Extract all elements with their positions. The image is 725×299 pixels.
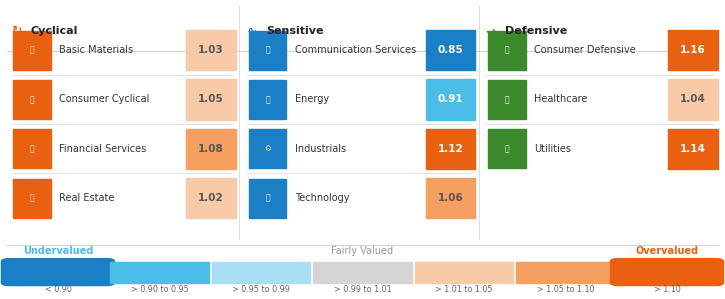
Text: > 0.99 to 1.01: > 0.99 to 1.01 bbox=[334, 285, 392, 294]
FancyBboxPatch shape bbox=[110, 262, 209, 283]
FancyBboxPatch shape bbox=[488, 80, 526, 119]
Text: Technology: Technology bbox=[295, 193, 349, 203]
Text: Energy: Energy bbox=[295, 94, 329, 104]
FancyBboxPatch shape bbox=[249, 80, 286, 119]
Text: Real Estate: Real Estate bbox=[59, 193, 115, 203]
Text: 0.91: 0.91 bbox=[437, 94, 463, 104]
FancyBboxPatch shape bbox=[488, 129, 526, 168]
Text: 1.03: 1.03 bbox=[198, 45, 224, 55]
Text: ⛰: ⛰ bbox=[30, 45, 34, 55]
Text: 🚗: 🚗 bbox=[30, 95, 34, 104]
Text: Sensitive: Sensitive bbox=[266, 26, 323, 36]
Text: Basic Materials: Basic Materials bbox=[59, 45, 133, 55]
FancyBboxPatch shape bbox=[1, 259, 115, 286]
FancyBboxPatch shape bbox=[13, 129, 51, 168]
FancyBboxPatch shape bbox=[610, 259, 724, 286]
Text: > 0.95 to 0.99: > 0.95 to 0.99 bbox=[232, 285, 290, 294]
Text: ➕: ➕ bbox=[505, 95, 509, 104]
Text: Communication Services: Communication Services bbox=[295, 45, 416, 55]
FancyBboxPatch shape bbox=[186, 30, 236, 70]
Text: > 1.10: > 1.10 bbox=[654, 285, 680, 294]
FancyBboxPatch shape bbox=[13, 30, 51, 70]
FancyBboxPatch shape bbox=[212, 262, 310, 283]
Text: 1.06: 1.06 bbox=[437, 193, 463, 203]
FancyBboxPatch shape bbox=[426, 79, 475, 120]
Text: ↻: ↻ bbox=[11, 25, 21, 38]
FancyBboxPatch shape bbox=[668, 129, 718, 169]
Text: 1.16: 1.16 bbox=[680, 45, 706, 55]
Text: ⚙: ⚙ bbox=[264, 144, 271, 153]
Text: 🏠: 🏠 bbox=[30, 193, 34, 203]
FancyBboxPatch shape bbox=[13, 179, 51, 218]
FancyBboxPatch shape bbox=[313, 262, 412, 283]
Text: Cyclical: Cyclical bbox=[30, 26, 78, 36]
Text: ∿: ∿ bbox=[247, 25, 257, 38]
FancyBboxPatch shape bbox=[668, 79, 718, 120]
FancyBboxPatch shape bbox=[249, 30, 286, 70]
Text: > 1.05 to 1.10: > 1.05 to 1.10 bbox=[536, 285, 594, 294]
Text: 🏦: 🏦 bbox=[30, 144, 34, 153]
Text: Defensive: Defensive bbox=[505, 26, 568, 36]
FancyBboxPatch shape bbox=[426, 178, 475, 218]
Text: > 0.90 to 0.95: > 0.90 to 0.95 bbox=[130, 285, 188, 294]
FancyBboxPatch shape bbox=[668, 30, 718, 70]
Text: 💡: 💡 bbox=[505, 144, 509, 153]
Text: Undervalued: Undervalued bbox=[22, 246, 94, 256]
FancyBboxPatch shape bbox=[13, 80, 51, 119]
FancyBboxPatch shape bbox=[249, 129, 286, 168]
Text: > 1.01 to 1.05: > 1.01 to 1.05 bbox=[435, 285, 493, 294]
Text: Financial Services: Financial Services bbox=[59, 144, 146, 154]
FancyBboxPatch shape bbox=[186, 79, 236, 120]
FancyBboxPatch shape bbox=[415, 262, 513, 283]
Text: 1.12: 1.12 bbox=[437, 144, 463, 154]
Text: Overvalued: Overvalued bbox=[635, 246, 699, 256]
Text: →: → bbox=[486, 25, 496, 38]
Text: < 0.90: < 0.90 bbox=[44, 285, 72, 294]
Text: Utilities: Utilities bbox=[534, 144, 571, 154]
Text: 1.02: 1.02 bbox=[198, 193, 224, 203]
FancyBboxPatch shape bbox=[249, 179, 286, 218]
FancyBboxPatch shape bbox=[186, 129, 236, 169]
FancyBboxPatch shape bbox=[516, 262, 615, 283]
FancyBboxPatch shape bbox=[186, 178, 236, 218]
Text: Fairly Valued: Fairly Valued bbox=[331, 246, 394, 256]
FancyBboxPatch shape bbox=[426, 129, 475, 169]
Text: Industrials: Industrials bbox=[295, 144, 347, 154]
Text: 1.04: 1.04 bbox=[680, 94, 706, 104]
Text: 1.08: 1.08 bbox=[198, 144, 224, 154]
FancyBboxPatch shape bbox=[426, 30, 475, 70]
Text: 1.05: 1.05 bbox=[198, 94, 224, 104]
Text: 🛒: 🛒 bbox=[505, 45, 509, 55]
Text: 🔥: 🔥 bbox=[265, 95, 270, 104]
Text: 1.14: 1.14 bbox=[680, 144, 706, 154]
Text: Consumer Defensive: Consumer Defensive bbox=[534, 45, 636, 55]
Text: Consumer Cyclical: Consumer Cyclical bbox=[59, 94, 150, 104]
FancyBboxPatch shape bbox=[488, 30, 526, 70]
Text: Healthcare: Healthcare bbox=[534, 94, 588, 104]
Text: 💻: 💻 bbox=[265, 193, 270, 203]
Text: 0.85: 0.85 bbox=[437, 45, 463, 55]
Text: 📱: 📱 bbox=[265, 45, 270, 55]
